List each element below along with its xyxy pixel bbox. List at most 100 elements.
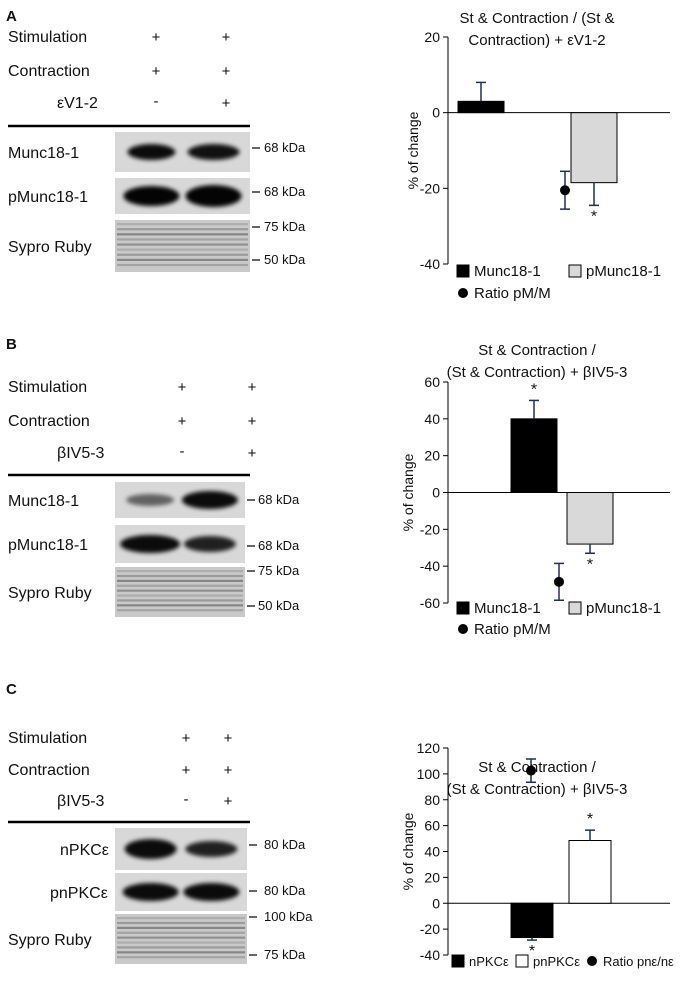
lane-symbol: -: [154, 93, 159, 110]
lane-symbol: +: [248, 379, 257, 396]
bar-2: [568, 840, 612, 904]
bar-2: [566, 492, 614, 545]
treatment-label: βIV5-3: [57, 445, 105, 462]
bar-1: [510, 902, 554, 939]
y-axis-label: % of change: [405, 111, 421, 189]
chart-title: (St & Contraction) + βIV5-3: [447, 364, 628, 381]
legend-swatch: [568, 264, 582, 278]
protein-band: [185, 185, 242, 207]
sypro-stripe: [117, 253, 248, 256]
protein-band: [183, 536, 236, 552]
lane-symbol: +: [248, 445, 257, 462]
legend-label: Munc18-1: [474, 263, 541, 280]
sypro-stripe: [117, 604, 243, 607]
y-tick-label: 20: [424, 869, 440, 885]
sypro-strip: [115, 914, 247, 964]
lane-symbol: +: [222, 63, 231, 80]
sypro-stripe: [117, 243, 248, 246]
legend-label: Ratio pM/M: [474, 285, 551, 302]
chart-title: St & Contraction / (St &: [459, 10, 614, 27]
sypro-stripe: [117, 570, 243, 573]
chart-2: St & Contraction / (St & Contraction) + β…: [400, 342, 670, 638]
lane-symbol: +: [152, 29, 161, 46]
treatment-label: Stimulation: [8, 29, 87, 46]
y-tick-label: 20: [424, 29, 440, 45]
legend-label: pMunc18-1: [586, 263, 661, 280]
y-tick-label: 40: [424, 411, 440, 427]
treatment-label: Contraction: [8, 762, 90, 779]
band-label: Sypro Ruby: [8, 239, 92, 256]
panel-label: C: [6, 681, 17, 698]
protein-band: [127, 144, 176, 160]
bar-1: [510, 418, 558, 494]
y-tick-label: 0: [432, 895, 440, 911]
band-label: Sypro Ruby: [8, 585, 92, 602]
legend-swatch: [451, 954, 465, 968]
kda-marker: 100 kDa: [264, 909, 313, 924]
kda-marker: 68 kDa: [264, 184, 306, 199]
lane-symbol: +: [248, 413, 257, 430]
chart-title: (St & Contraction) + βIV5-3: [447, 781, 628, 798]
bar-1: [457, 100, 505, 114]
protein-band: [185, 841, 238, 857]
legend-label: nPKCε: [469, 954, 509, 969]
legend-label: Munc18-1: [474, 600, 541, 617]
kda-marker: 68 kDa: [258, 538, 300, 553]
lane-symbol: +: [224, 762, 233, 779]
sypro-stripe: [117, 584, 243, 587]
significance-star: *: [531, 381, 537, 398]
panel-c: C Stimulation + + Contraction + + βIV5-3 - + nPKCε…: [6, 681, 313, 964]
sypro-stripe: [117, 263, 248, 267]
y-tick-label: -20: [420, 521, 440, 537]
legend-dot: [587, 956, 597, 966]
bar-2: [570, 112, 618, 184]
y-tick-label: 0: [432, 485, 440, 501]
kda-marker: 68 kDa: [258, 492, 300, 507]
kda-marker: 75 kDa: [258, 563, 300, 578]
band-label: pnPKCε: [50, 885, 108, 902]
ratio-point: [526, 765, 536, 776]
sypro-stripe: [117, 248, 248, 251]
sypro-stripe: [117, 941, 245, 944]
lane-symbol: +: [224, 730, 233, 747]
protein-band: [183, 883, 240, 901]
lane-symbol: +: [178, 413, 187, 430]
y-tick-label: 20: [424, 448, 440, 464]
lane-symbol: +: [182, 762, 191, 779]
ratio-point: [560, 185, 570, 196]
protein-band: [126, 494, 175, 506]
y-tick-label: 0: [432, 105, 440, 121]
y-tick-label: -60: [420, 595, 440, 611]
y-tick-label: -20: [420, 921, 440, 937]
legend-dot: [458, 288, 468, 298]
chart-1: St & Contraction / (St & Contraction) + ε…: [405, 10, 670, 302]
ratio-point: [554, 576, 564, 587]
sypro-stripe: [117, 599, 243, 602]
protein-band: [120, 535, 181, 553]
legend-label: Ratio pnε/nε: [603, 954, 674, 969]
sypro-stripe: [117, 258, 248, 261]
sypro-stripe: [117, 228, 248, 231]
treatment-label: εV1-2: [57, 95, 98, 112]
kda-marker: 50 kDa: [258, 598, 300, 613]
kda-marker: 75 kDa: [264, 219, 306, 234]
legend-swatch: [456, 601, 470, 615]
lane-symbol: +: [152, 63, 161, 80]
legend-label: Ratio pM/M: [474, 621, 551, 638]
legend-label: pnPKCε: [533, 954, 580, 969]
lane-symbol: +: [222, 29, 231, 46]
lane-symbol: -: [180, 443, 185, 460]
sypro-stripe: [117, 946, 245, 949]
sypro-stripe: [117, 931, 245, 934]
panel-label: B: [6, 336, 17, 353]
significance-star: *: [587, 556, 593, 573]
lane-symbol: +: [224, 793, 233, 810]
treatment-label: Contraction: [8, 413, 90, 430]
legend-swatch: [568, 601, 582, 615]
y-tick-label: 60: [424, 818, 440, 834]
sypro-stripe: [117, 609, 243, 612]
chart-title: St & Contraction /: [478, 342, 596, 359]
lane-symbol: +: [178, 379, 187, 396]
y-tick-label: -20: [420, 180, 440, 196]
sypro-stripe: [117, 238, 248, 241]
